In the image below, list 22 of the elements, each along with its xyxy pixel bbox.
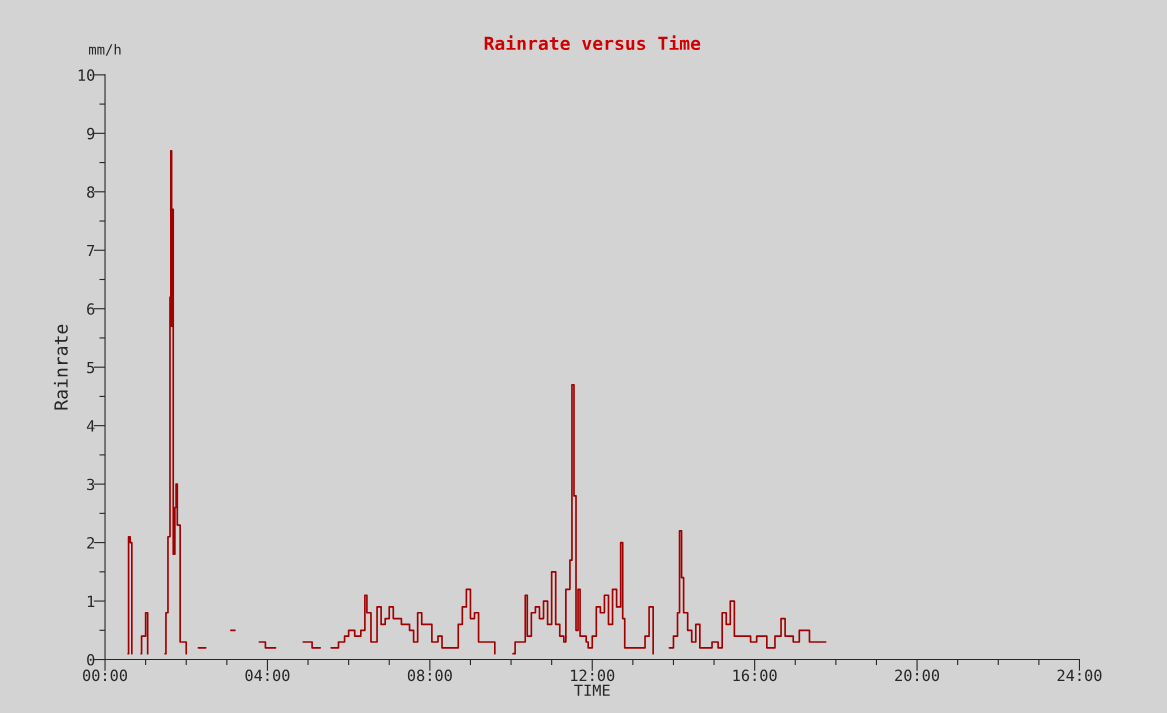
y-tick-label: 2 (87, 537, 95, 549)
y-tick-label: 3 (87, 478, 95, 491)
y-axis-title: Rainrate (53, 324, 68, 410)
y-tick-label: 9 (87, 127, 95, 140)
y-tick-label: 4 (86, 420, 95, 432)
x-tick-label: 08:00 (407, 669, 452, 682)
y-tick-label: 5 (87, 361, 95, 374)
x-tick-label: 12:00 (571, 669, 615, 682)
x-tick-label: 04:00 (245, 669, 290, 682)
x-tick-label: 00:00 (83, 669, 128, 682)
y-tick-label: 8 (87, 186, 95, 198)
x-tick-label: 16:00 (733, 669, 777, 682)
y-tick-label: 1 (87, 595, 95, 607)
x-axis-title: TIME (574, 684, 610, 696)
y-tick-label: 6 (87, 303, 95, 315)
y-tick-label: 10 (78, 69, 95, 81)
x-tick-label: 24:00 (1057, 669, 1102, 682)
chart-title: Rainrate versus Time (484, 35, 701, 51)
x-tick-label: 20:00 (895, 669, 940, 682)
text: mm/h (89, 43, 121, 56)
y-tick-label: 0 (87, 654, 95, 666)
y-tick-label: 7 (87, 244, 95, 257)
